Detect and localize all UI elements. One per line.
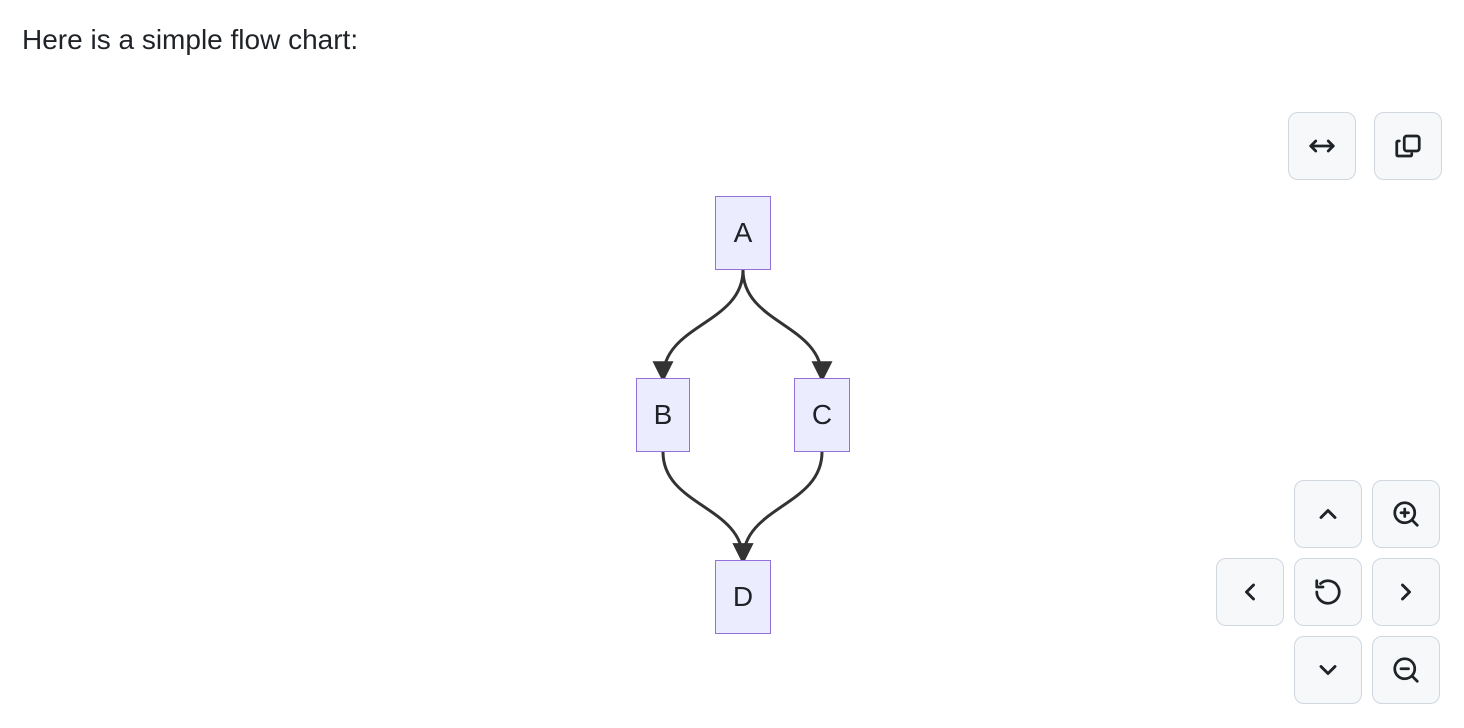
copy-button[interactable] xyxy=(1374,112,1442,180)
edge-a-c xyxy=(743,270,822,378)
spacer xyxy=(1216,636,1284,704)
copy-icon xyxy=(1393,131,1423,161)
fit-width-button[interactable] xyxy=(1288,112,1356,180)
zoom-in-icon xyxy=(1391,499,1421,529)
chevron-up-icon xyxy=(1314,500,1342,528)
spacer xyxy=(1216,480,1284,548)
edge-a-b xyxy=(663,270,743,378)
pan-zoom-controls xyxy=(1216,480,1442,706)
arrows-horizontal-icon xyxy=(1307,131,1337,161)
pan-left-button[interactable] xyxy=(1216,558,1284,626)
reset-icon xyxy=(1313,577,1343,607)
zoom-in-button[interactable] xyxy=(1372,480,1440,548)
reset-view-button[interactable] xyxy=(1294,558,1362,626)
chevron-left-icon xyxy=(1236,578,1264,606)
chevron-right-icon xyxy=(1392,578,1420,606)
pan-right-button[interactable] xyxy=(1372,558,1440,626)
edge-b-d xyxy=(663,452,743,560)
chevron-down-icon xyxy=(1314,656,1342,684)
pan-up-button[interactable] xyxy=(1294,480,1362,548)
diagram-toolbar-top xyxy=(1288,112,1442,180)
flowchart-node-a[interactable]: A xyxy=(715,196,771,270)
zoom-out-icon xyxy=(1391,655,1421,685)
pan-down-button[interactable] xyxy=(1294,636,1362,704)
flowchart-node-c[interactable]: C xyxy=(794,378,850,452)
zoom-out-button[interactable] xyxy=(1372,636,1440,704)
edge-c-d xyxy=(743,452,822,560)
flowchart-node-b[interactable]: B xyxy=(636,378,690,452)
flowchart-node-d[interactable]: D xyxy=(715,560,771,634)
